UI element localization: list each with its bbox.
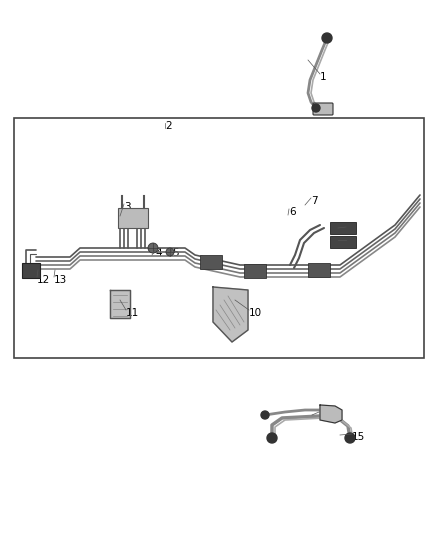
Bar [14,118,424,358]
Bar [244,264,266,278]
Circle shape [345,433,355,443]
Text: 7: 7 [311,196,318,206]
Bar [308,263,330,277]
Text: 14: 14 [319,410,332,420]
Text: 3: 3 [124,202,131,212]
Text: 9: 9 [346,238,353,248]
Polygon shape [320,405,342,423]
Text: 6: 6 [289,207,296,217]
Text: 15: 15 [352,432,365,442]
Text: 10: 10 [249,308,262,318]
Text: 12: 12 [37,275,50,285]
Bar [330,236,356,248]
Polygon shape [110,290,130,318]
Circle shape [322,33,332,43]
Text: 5: 5 [172,248,179,258]
Circle shape [267,433,277,443]
Circle shape [148,243,158,253]
Bar [200,255,222,269]
Bar [22,263,40,278]
FancyBboxPatch shape [313,103,333,115]
Circle shape [166,248,174,256]
Circle shape [261,411,269,419]
Text: 8: 8 [346,225,353,235]
Bar [330,222,356,234]
Text: 13: 13 [54,275,67,285]
Polygon shape [213,287,248,342]
Text: 1: 1 [320,72,327,82]
Circle shape [312,104,320,112]
Text: 4: 4 [155,248,162,258]
Text: 11: 11 [126,308,139,318]
Text: 2: 2 [165,121,172,131]
Bar [118,208,148,228]
